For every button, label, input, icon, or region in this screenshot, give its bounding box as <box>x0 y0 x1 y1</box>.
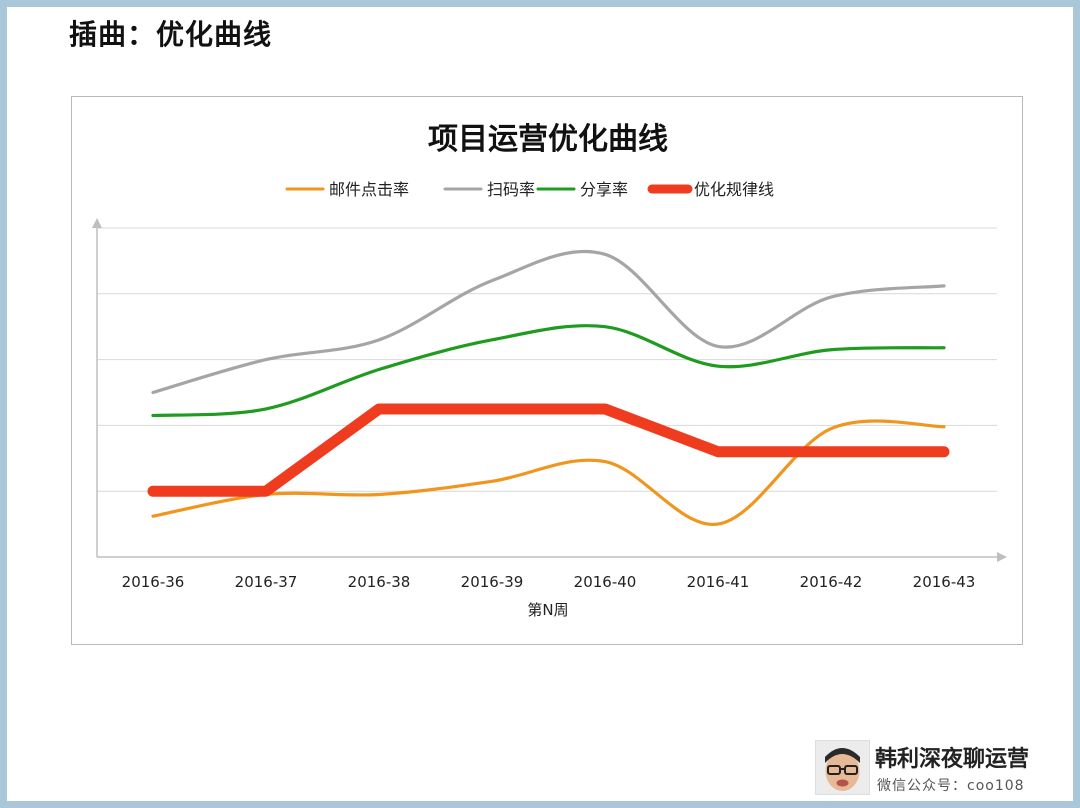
brand-subtitle: 微信公众号：coo108 <box>877 778 1025 794</box>
series-line-4 <box>147 403 950 497</box>
avatar-face-icon <box>816 741 869 794</box>
x-tick-label: 2016-41 <box>687 573 750 591</box>
series-line-1 <box>151 419 946 526</box>
x-tick-label: 2016-37 <box>235 573 298 591</box>
avatar <box>815 740 870 795</box>
legend-label: 优化规律线 <box>694 180 774 199</box>
chart-title: 项目运营优化曲线 <box>428 122 668 157</box>
series-line-3 <box>151 324 946 418</box>
x-tick-label: 2016-36 <box>122 573 185 591</box>
line-chart: 项目运营优化曲线 邮件点击率 扫码率 分享率 优化规律线 2016-36 2016-37… <box>92 122 1007 619</box>
chart-series <box>147 249 950 526</box>
chart-axes <box>92 218 1007 562</box>
x-axis-arrow <box>997 552 1007 562</box>
x-tick-labels: 2016-36 2016-37 2016-38 2016-39 2016-40 2016-… <box>122 573 976 591</box>
y-axis-arrow <box>92 218 102 228</box>
x-tick-label: 2016-43 <box>913 573 976 591</box>
legend-label: 扫码率 <box>487 180 535 199</box>
x-tick-label: 2016-38 <box>348 573 411 591</box>
x-tick-label: 2016-42 <box>800 573 863 591</box>
x-tick-label: 2016-40 <box>574 573 637 591</box>
brand-name: 韩利深夜聊运营 <box>875 747 1030 772</box>
x-tick-label: 2016-39 <box>461 573 524 591</box>
chart-legend: 邮件点击率 扫码率 分享率 优化规律线 <box>285 180 774 199</box>
series-line-2 <box>151 249 946 395</box>
brand-badge: 韩利深夜聊运营 微信公众号：coo108 <box>815 740 1075 800</box>
legend-label: 邮件点击率 <box>329 180 409 199</box>
legend-label: 分享率 <box>580 180 628 199</box>
x-axis-label: 第N周 <box>527 601 568 619</box>
chart-container: 项目运营优化曲线 邮件点击率 扫码率 分享率 优化规律线 2016-36 2016-37… <box>71 96 1023 645</box>
page-title: 插曲：优化曲线 <box>69 18 273 51</box>
